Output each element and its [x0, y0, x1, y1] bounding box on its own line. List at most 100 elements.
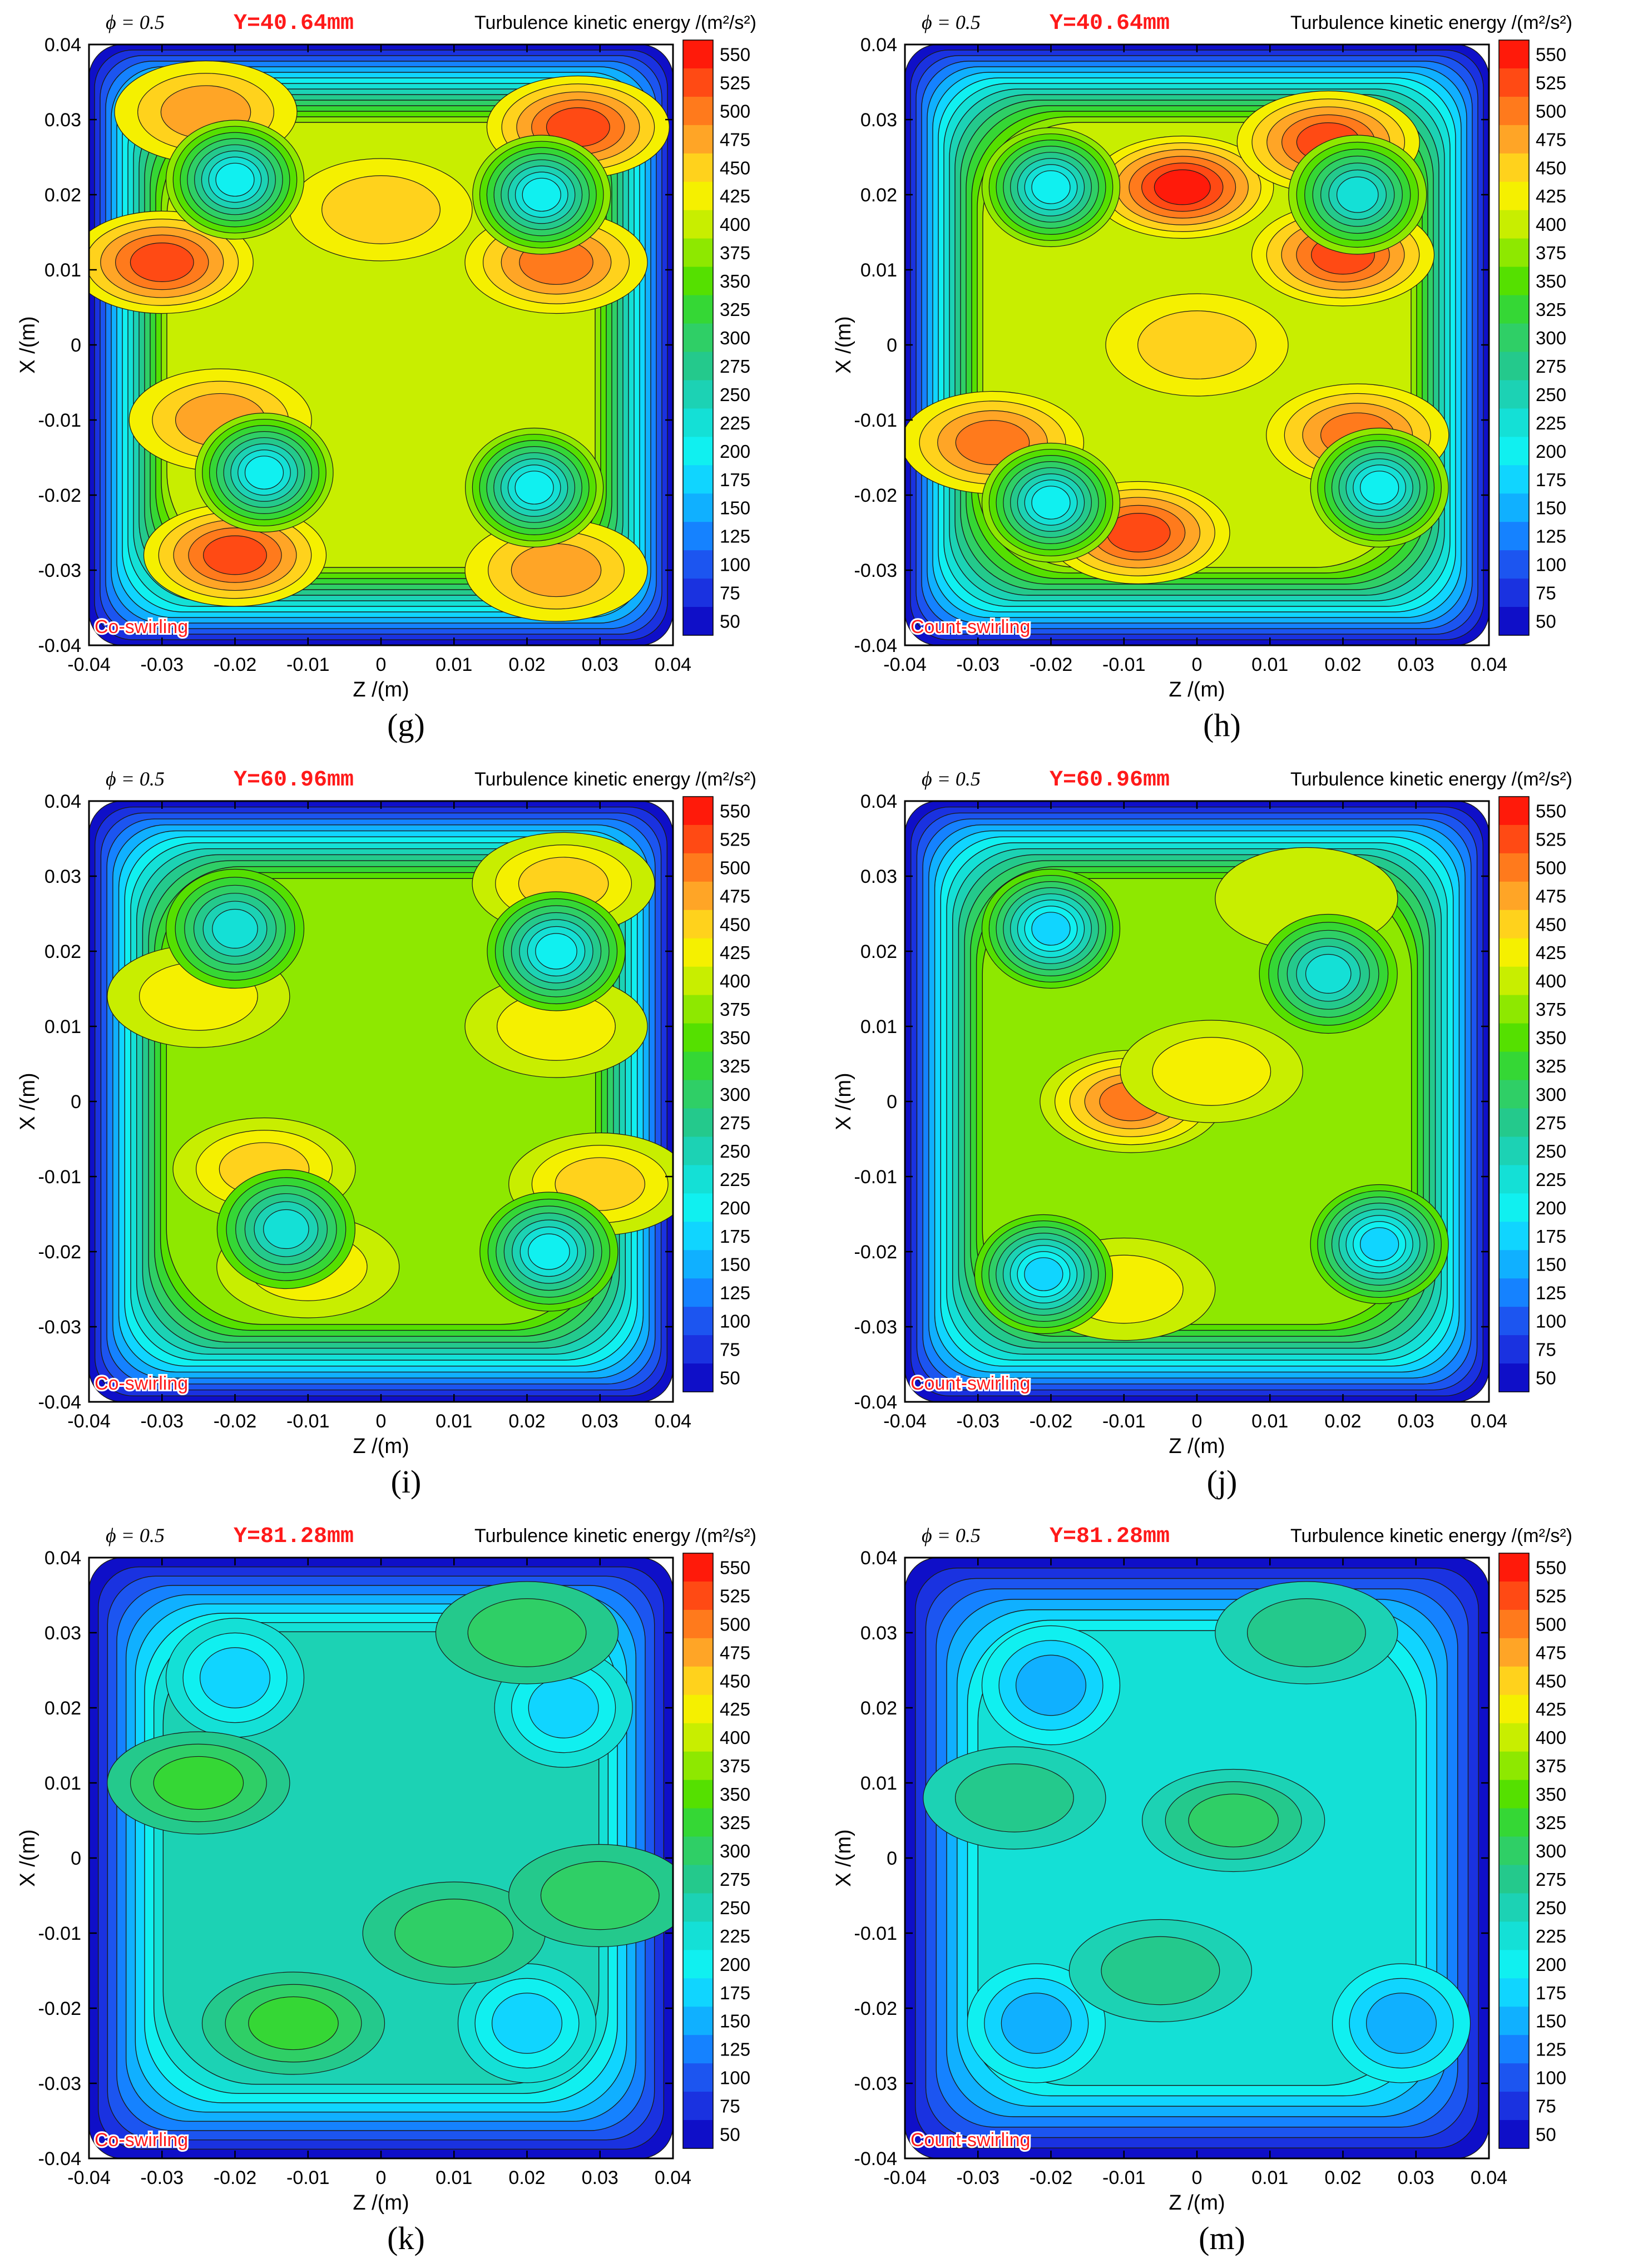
colorbar-label: 50	[1536, 611, 1556, 632]
colorbar-label: 325	[1536, 1056, 1566, 1076]
colorbar-swatch	[1499, 1694, 1529, 1724]
colorbar-label: 350	[720, 1784, 750, 1805]
x-tick-label: 0.03	[1398, 2167, 1434, 2188]
contour-level	[1137, 310, 1256, 379]
colorbar-swatch	[1499, 1023, 1529, 1053]
colorbar-swatch	[1499, 1808, 1529, 1837]
x-tick-label: -0.03	[141, 654, 184, 675]
contour-field	[905, 801, 1489, 1402]
y-tick-label: 0	[887, 335, 897, 356]
x-tick-label: 0.02	[508, 1411, 545, 1432]
panel-j: -0.04 -0.04 -0.03 -0.03 -0.02 -0.02 -0.01 -0.01…	[816, 757, 1628, 1510]
x-tick-label: 0.04	[1471, 654, 1507, 675]
contour-level	[153, 1756, 244, 1810]
colorbar-label: 350	[1536, 1784, 1566, 1805]
colorbar-label: 550	[720, 801, 750, 821]
colorbar-swatch	[683, 938, 713, 967]
x-tick-label: 0.01	[436, 1411, 472, 1432]
colorbar-label: 550	[1536, 44, 1566, 65]
colorbar-label: 350	[720, 1027, 750, 1048]
phi-label: ϕ = 0.5	[922, 11, 981, 33]
y-tick-label: 0.01	[44, 1773, 81, 1794]
x-tick-label: -0.01	[286, 654, 330, 675]
contour-level	[1305, 953, 1352, 994]
colorbar-swatch	[683, 1222, 713, 1251]
x-axis-label: Z /(m)	[353, 1435, 409, 1458]
contour-level	[514, 471, 554, 505]
colorbar-label: 200	[1536, 441, 1566, 462]
y-tick-label: -0.02	[38, 1998, 82, 2019]
colorbar-swatch	[683, 465, 713, 494]
contour-features	[905, 90, 1449, 585]
y-tick-label: -0.03	[854, 2073, 898, 2094]
colorbar-title: Turbulence kinetic energy /(m²/s²)	[474, 12, 756, 33]
colorbar-label: 475	[720, 1642, 750, 1663]
colorbar-label: 175	[720, 1226, 750, 1247]
colorbar-swatch	[1499, 1780, 1529, 1809]
y-tick-label: 0.03	[860, 866, 897, 887]
colorbar-swatch	[1499, 522, 1529, 551]
colorbar-label: 525	[1536, 829, 1566, 849]
colorbar-swatch	[683, 1335, 713, 1364]
colorbar-swatch	[1499, 910, 1529, 939]
contour-level	[244, 456, 284, 490]
x-tick-label: -0.02	[214, 2167, 257, 2188]
y-tick-label: -0.04	[38, 635, 82, 656]
phi-label: ϕ = 0.5	[922, 768, 981, 790]
colorbar-swatch	[1499, 2035, 1529, 2064]
colorbar-swatch	[1499, 550, 1529, 579]
colorbar-label: 400	[720, 1727, 750, 1748]
colorbar-label: 75	[1536, 1340, 1556, 1360]
colorbar-label: 250	[1536, 1898, 1566, 1918]
colorbar-swatch	[683, 1363, 713, 1392]
colorbar-label: 50	[720, 1368, 740, 1389]
x-tick-label: 0.02	[508, 2167, 545, 2188]
plane-label: Y=81.28mm	[234, 1524, 354, 1549]
colorbar-label: 150	[720, 1254, 750, 1275]
colorbar-swatch	[683, 797, 713, 826]
colorbar-label: 200	[720, 1198, 750, 1218]
colorbar-label: 500	[720, 1614, 750, 1634]
panel-i: -0.04 -0.04 -0.03 -0.03 -0.02 -0.02 -0.01 -0.01…	[0, 757, 812, 1510]
panel-m: -0.04 -0.04 -0.03 -0.03 -0.02 -0.02 -0.01 -0.01…	[816, 1513, 1628, 2267]
contour-level	[955, 420, 1030, 465]
colorbar-label: 500	[1536, 1614, 1566, 1634]
colorbar-label: 425	[720, 942, 750, 963]
x-tick-label: -0.04	[67, 1411, 111, 1432]
contour-field	[89, 45, 673, 645]
plane-label: Y=40.64mm	[1050, 11, 1170, 36]
colorbar-label: 525	[720, 72, 750, 93]
y-tick-label: 0.02	[44, 1698, 81, 1719]
y-tick-label: -0.02	[38, 1242, 82, 1263]
colorbar-label: 500	[720, 857, 750, 878]
colorbar-swatch	[1499, 210, 1529, 239]
colorbar-swatch	[683, 2092, 713, 2121]
contour-level	[394, 1899, 514, 1968]
case-label-group: Co-swirling	[93, 2128, 190, 2152]
colorbar-swatch	[683, 1865, 713, 1894]
colorbar-swatch	[683, 607, 713, 636]
colorbar-swatch	[1499, 1666, 1529, 1696]
y-tick-label: 0.01	[44, 1016, 81, 1037]
contour-level	[203, 535, 267, 575]
colorbar-label: 225	[720, 413, 750, 433]
colorbar-frame	[682, 39, 714, 636]
colorbar-label: 425	[1536, 1699, 1566, 1719]
colorbar-swatch	[1499, 1307, 1529, 1336]
contour-level	[511, 543, 602, 597]
y-tick-label: 0	[887, 1091, 897, 1113]
colorbar-label: 100	[1536, 1311, 1566, 1332]
y-tick-label: 0.04	[860, 34, 897, 56]
colorbar-swatch	[1499, 68, 1529, 97]
contour-level	[215, 162, 255, 197]
y-tick-label: -0.04	[854, 2148, 898, 2170]
y-tick-label: 0.02	[860, 185, 897, 206]
colorbar-title: Turbulence kinetic energy /(m²/s²)	[1290, 1525, 1572, 1546]
colorbar-swatch	[683, 1694, 713, 1724]
colorbar-label: 475	[720, 129, 750, 150]
colorbar-label: 50	[1536, 1368, 1556, 1389]
colorbar-swatch	[683, 1137, 713, 1165]
colorbar-label: 375	[720, 999, 750, 1020]
colorbar-label: 450	[1536, 1671, 1566, 1691]
colorbar-swatch	[683, 1836, 713, 1865]
